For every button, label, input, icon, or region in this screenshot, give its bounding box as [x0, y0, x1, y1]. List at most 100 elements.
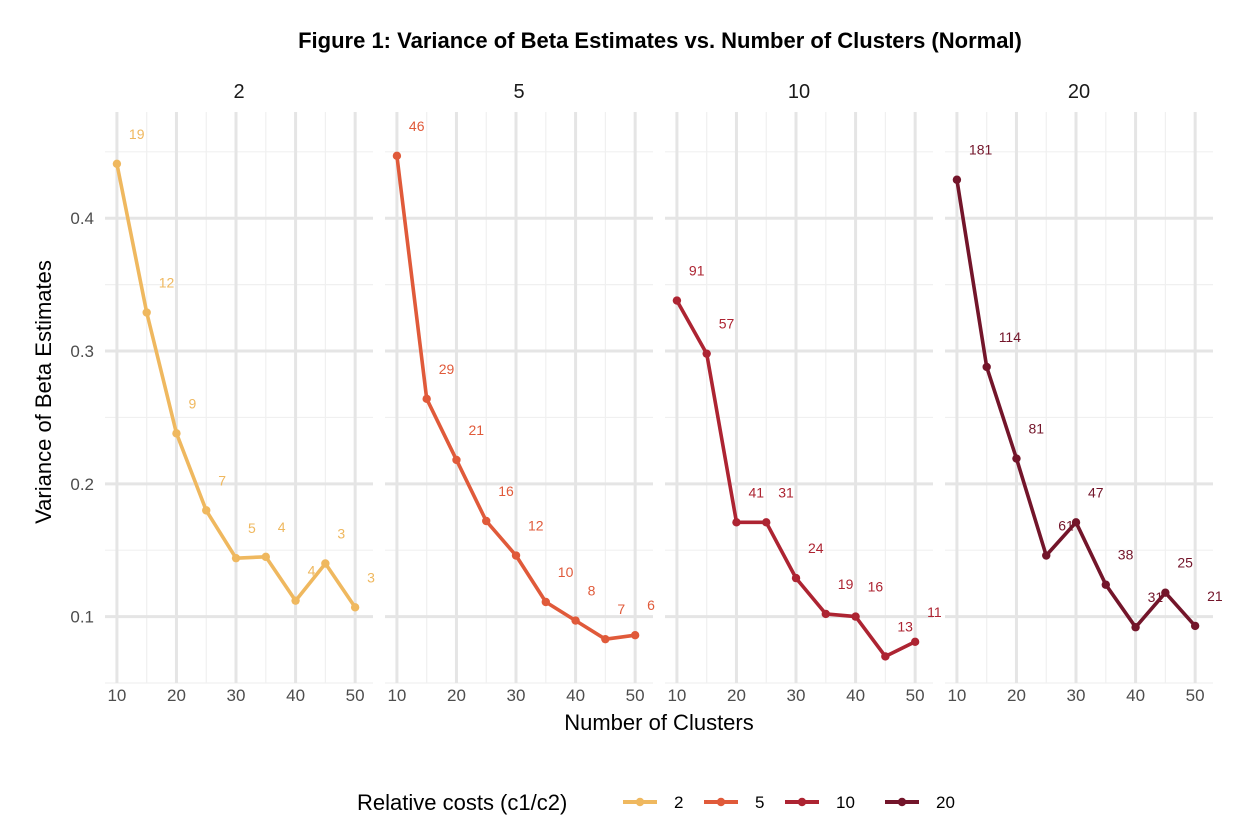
data-label: 25 — [1177, 555, 1193, 571]
data-point — [1161, 588, 1170, 597]
data-label: 57 — [719, 316, 735, 332]
data-label: 4 — [308, 563, 316, 579]
x-tick-label: 20 — [447, 686, 466, 705]
data-label: 47 — [1088, 484, 1104, 500]
panel-10: 10 10 20 30 40 50 91 57 41 31 24 19 16 13 11 — [665, 81, 942, 705]
data-point — [1042, 551, 1051, 560]
x-tick-label: 50 — [1186, 686, 1205, 705]
data-point — [142, 308, 151, 317]
legend-label: 20 — [936, 793, 955, 812]
legend-title: Relative costs (c1/c2) — [357, 790, 567, 815]
data-label: 31 — [1148, 589, 1164, 605]
x-tick-label: 10 — [667, 686, 686, 705]
y-tick-label: 0.2 — [70, 475, 94, 494]
data-label: 12 — [159, 275, 175, 291]
data-label: 21 — [468, 422, 484, 438]
panel-strip-label: 10 — [788, 81, 810, 103]
y-tick-label: 0.1 — [70, 608, 94, 627]
major-grid — [105, 112, 373, 683]
panel-strip-label: 2 — [233, 81, 244, 103]
data-point — [952, 175, 962, 184]
legend-key-point — [797, 797, 807, 807]
x-tick-label: 50 — [346, 686, 365, 705]
data-label: 5 — [248, 520, 256, 536]
data-point — [1190, 621, 1200, 631]
data-point — [910, 637, 920, 647]
major-grid — [385, 112, 653, 683]
legend-label: 2 — [674, 793, 683, 812]
x-tick-label: 20 — [727, 686, 746, 705]
data-point — [231, 553, 241, 563]
data-label: 16 — [868, 579, 884, 595]
data-point — [291, 596, 300, 605]
x-tick-label: 40 — [566, 686, 585, 705]
chart-title: Figure 1: Variance of Beta Estimates vs.… — [298, 28, 1022, 53]
x-tick-label: 30 — [787, 686, 806, 705]
minor-grid — [665, 112, 933, 684]
x-tick-label: 10 — [107, 686, 126, 705]
data-point — [851, 612, 860, 621]
legend-item-20: 20 — [885, 793, 955, 812]
data-point — [1012, 454, 1021, 463]
minor-grid — [385, 112, 653, 684]
data-point — [1071, 518, 1081, 527]
major-grid — [945, 112, 1213, 683]
y-tick-label: 0.3 — [70, 342, 94, 361]
x-tick-label: 10 — [947, 686, 966, 705]
data-label: 19 — [129, 126, 145, 142]
y-axis-title: Variance of Beta Estimates — [31, 260, 56, 524]
data-label: 4 — [278, 519, 286, 535]
data-label: 61 — [1058, 518, 1074, 534]
data-point — [541, 597, 550, 607]
data-label: 11 — [927, 604, 942, 620]
data-label: 19 — [838, 576, 854, 592]
data-label: 31 — [778, 484, 794, 500]
x-tick-label: 20 — [1007, 686, 1026, 705]
data-point — [762, 518, 771, 527]
panels: 2 10 20 30 40 50 19 12 9 7 5 4 4 3 3 5 10 20 30 40 50 46 29 21 1… — [70, 81, 1223, 705]
data-label: 16 — [498, 483, 514, 499]
data-label: 91 — [689, 263, 705, 279]
legend-label: 5 — [755, 793, 764, 812]
panel-20: 20 10 20 30 40 50 181 114 81 61 47 38 31 25 21 — [945, 81, 1223, 705]
data-point — [881, 652, 890, 661]
data-point — [112, 159, 122, 168]
panel-strip-label: 5 — [513, 81, 524, 103]
x-tick-label: 10 — [387, 686, 406, 705]
legend-label: 10 — [836, 793, 855, 812]
data-label: 6 — [647, 597, 655, 613]
major-grid — [665, 112, 933, 683]
data-label: 46 — [409, 118, 425, 134]
data-label: 12 — [528, 518, 544, 534]
x-tick-label: 30 — [227, 686, 246, 705]
data-point — [321, 559, 330, 568]
data-label: 38 — [1118, 547, 1134, 563]
panel-5: 5 10 20 30 40 50 46 29 21 16 12 10 8 7 6 — [385, 81, 655, 705]
data-label: 3 — [337, 525, 345, 541]
x-tick-label: 40 — [846, 686, 865, 705]
minor-grid — [945, 112, 1213, 684]
x-tick-label: 20 — [167, 686, 186, 705]
data-point — [422, 394, 431, 404]
legend-key-point — [635, 797, 645, 807]
data-label: 81 — [1028, 421, 1044, 437]
data-label: 9 — [188, 395, 196, 411]
data-label: 7 — [617, 601, 625, 617]
data-point — [601, 634, 610, 644]
panel-strip-label: 20 — [1068, 81, 1090, 103]
data-label: 21 — [1207, 588, 1223, 604]
data-point — [702, 349, 711, 358]
data-label: 181 — [969, 142, 993, 158]
legend-key-point — [716, 797, 726, 807]
data-label: 3 — [367, 569, 375, 585]
legend-item-2: 2 — [623, 793, 683, 812]
data-point — [1101, 580, 1111, 589]
data-label: 29 — [439, 361, 455, 377]
data-label: 7 — [218, 472, 226, 488]
data-label: 41 — [748, 484, 764, 500]
x-axis-title: Number of Clusters — [564, 710, 754, 735]
data-point — [202, 506, 211, 515]
data-point — [791, 573, 801, 583]
data-point — [172, 429, 181, 438]
